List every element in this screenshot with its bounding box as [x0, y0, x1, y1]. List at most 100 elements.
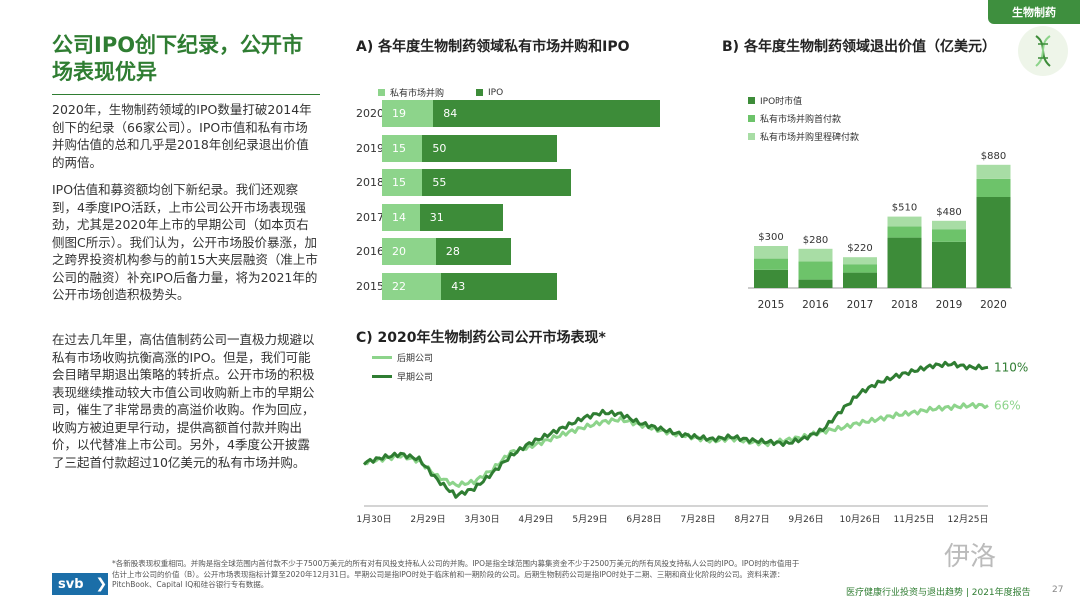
- chart-a-bar-ipo: 43: [441, 272, 558, 300]
- chart-b-bar-segment: [798, 261, 833, 280]
- chart-b-bar-segment: [887, 226, 922, 238]
- chart-a-legend-label: 私有市场并购: [390, 89, 445, 99]
- chart-b-category-label: 2018: [891, 299, 918, 311]
- chart-b-legend: IPO时市值 私有市场并购首付款 私有市场并购里程碑付款: [748, 94, 859, 143]
- chart-a-legend-item: 私有市场并购: [378, 86, 444, 99]
- chart-a-category-label: 2016: [356, 245, 384, 258]
- chart-c-tick-label: 11月25日: [894, 514, 935, 525]
- chart-c-legend-item: 后期公司: [372, 351, 433, 364]
- brand-text: svb: [58, 576, 84, 592]
- footnote: *各新股表现权重相同。并购是指全球范围内首付款不少于7500万美元的所有对有风投…: [112, 559, 800, 589]
- chart-b-total-label: $300: [758, 232, 783, 243]
- chart-a-bar-row: 20 28: [382, 238, 512, 265]
- chart-a-bar-ma: 22: [382, 272, 442, 300]
- chart-c-line-early: [362, 360, 989, 499]
- paragraph-3: 在过去几年里，高估值制药公司一直极力规避以私有市场收购抗衡高涨的IPO。但是，我…: [52, 332, 315, 470]
- chart-a-bar-ipo: 31: [419, 203, 504, 231]
- chart-c-tick-label: 3月30日: [464, 514, 499, 525]
- title-divider: [52, 94, 320, 95]
- page-title: 公司IPO创下纪录，公开市场表现优异: [52, 33, 304, 84]
- chart-a-legend: 私有市场并购 IPO: [378, 86, 503, 99]
- report-title: 医疗健康行业投资与退出趋势 | 2021年度报告: [846, 588, 1031, 598]
- chart-b-category-label: 2020: [980, 299, 1007, 311]
- chart-b-bar-segment: [887, 216, 922, 227]
- chart-a-bar-ipo: 50: [422, 134, 558, 162]
- chart-c-tick-label: 9月26日: [788, 514, 823, 525]
- page-number: 27: [1052, 585, 1064, 595]
- chart-a-category-label: 2017: [356, 210, 384, 224]
- chart-b-category-label: 2015: [758, 299, 785, 311]
- chart-c-tick-label: 8月27日: [734, 514, 769, 525]
- chart-c-tick-label: 4月29日: [518, 514, 553, 525]
- chart-a-legend-item: IPO: [476, 86, 503, 99]
- chart-a-title: A) 各年度生物制药领域私有市场并购和IPO: [356, 39, 630, 55]
- chart-b-bar-segment: [932, 220, 966, 230]
- biopharma-logo-icon: [1018, 26, 1068, 76]
- paragraph-2: IPO估值和募资额均创下新纪录。我们还观察到，4季度IPO活跃，上市公司公开市场…: [52, 182, 318, 302]
- chart-c-tick-label: 6月28日: [626, 514, 661, 525]
- chart-b-legend-label: 私有市场并购里程碑付款: [760, 133, 860, 143]
- chart-a-bar-row: 14 31: [382, 203, 504, 231]
- chart-c-title: C) 2020年生物制药公司公开市场表现*: [356, 330, 606, 346]
- watermark: 伊洛: [944, 542, 997, 572]
- chart-a-category-label: 2015: [356, 279, 384, 293]
- chart-c-legend: 后期公司 早期公司: [372, 351, 433, 383]
- chart-b-bar-segment: [754, 269, 788, 288]
- chart-b-total-label: $510: [892, 203, 917, 214]
- chart-b-bar-segment: [976, 164, 1011, 179]
- chart-b-bar-segment: [754, 246, 788, 259]
- chart-a-bar-ma: 15: [382, 134, 423, 162]
- chart-c-legend-item: 早期公司: [372, 370, 433, 383]
- chart-a-bar-ma: 20: [382, 238, 436, 265]
- chart-a-bar-ipo: 55: [422, 169, 571, 196]
- chart-c-tick-label: 12月25日: [948, 514, 989, 525]
- chart-c-tick-label: 2月29日: [410, 514, 445, 525]
- chart-b-bar-segment: [798, 248, 833, 262]
- chart-b-category-label: 2019: [936, 299, 963, 311]
- chart-b-bar-segment: [976, 178, 1011, 197]
- chart-b-legend-label: 私有市场并购首付款: [760, 115, 842, 125]
- chart-b-bar-segment: [887, 237, 922, 288]
- chart-a-bar-ipo: 28: [435, 238, 512, 265]
- chart-c-end-label: 66%: [994, 398, 1021, 412]
- paragraph-1: 2020年，生物制药领域的IPO数量打破2014年创下的纪录（66家公司）。IP…: [52, 102, 312, 170]
- chart-b-category-label: 2016: [802, 299, 829, 311]
- chart-c-tick-label: 1月30日: [356, 514, 391, 525]
- chart-b-bar-segment: [798, 279, 833, 288]
- chart-c-line-late: [363, 402, 989, 488]
- chart-a-bar-row: 19 84: [382, 100, 660, 127]
- chart-a-bar-ma: 19: [382, 100, 434, 127]
- chart-a-bar-row: 22 43: [382, 272, 558, 300]
- chart-b-bar-segment: [843, 257, 877, 265]
- chart-b-bar-segment: [932, 229, 966, 242]
- chart-b-bar-segment: [932, 241, 966, 288]
- chart-a-bar-row: 15 50: [382, 134, 558, 162]
- chart-b-total-label: $280: [803, 235, 828, 246]
- chart-b-bar-segment: [843, 272, 877, 288]
- chart-b-plot: $300 2015 $280 2016 $220 2017 $510 2018 $480 2019…: [748, 151, 1012, 311]
- chart-b-legend-label: IPO时市值: [760, 97, 803, 107]
- chart-c-end-label: 110%: [994, 360, 1028, 374]
- chart-a-category-label: 2020: [356, 107, 384, 120]
- chart-b-total-label: $480: [936, 207, 961, 218]
- chart-a-bar-ma: 14: [382, 203, 420, 231]
- chart-b-title: B) 各年度生物制药领域退出价值（亿美元）: [722, 39, 996, 55]
- chart-a-legend-label: IPO: [488, 87, 504, 98]
- chart-c-tick-label: 10月26日: [840, 514, 881, 525]
- chart-b-legend-item: 私有市场并购首付款: [748, 112, 859, 125]
- section-tag: 生物制药: [988, 0, 1080, 24]
- chart-b-total-label: $220: [847, 243, 872, 254]
- chart-b-legend-item: 私有市场并购里程碑付款: [748, 130, 859, 143]
- chart-b-category-label: 2017: [847, 299, 874, 311]
- chart-c-plot: 1月30日 2月29日 3月30日 4月29日 5月29日 6月28日 7月28日 8月27日…: [356, 360, 1028, 525]
- chart-b-bar-segment: [976, 197, 1011, 288]
- chart-b-bar-segment: [843, 264, 877, 273]
- chart-c-tick-label: 5月29日: [572, 514, 607, 525]
- chart-b-total-label: $880: [981, 151, 1006, 162]
- chart-c-legend-label: 后期公司: [397, 354, 434, 364]
- chart-b-legend-item: IPO时市值: [748, 94, 859, 107]
- chart-b-bar-segment: [754, 258, 788, 270]
- chart-a-bar-ma: 15: [382, 169, 423, 196]
- chart-a-bar-row: 15 55: [382, 169, 571, 196]
- chart-c-tick-label: 7月28日: [680, 514, 715, 525]
